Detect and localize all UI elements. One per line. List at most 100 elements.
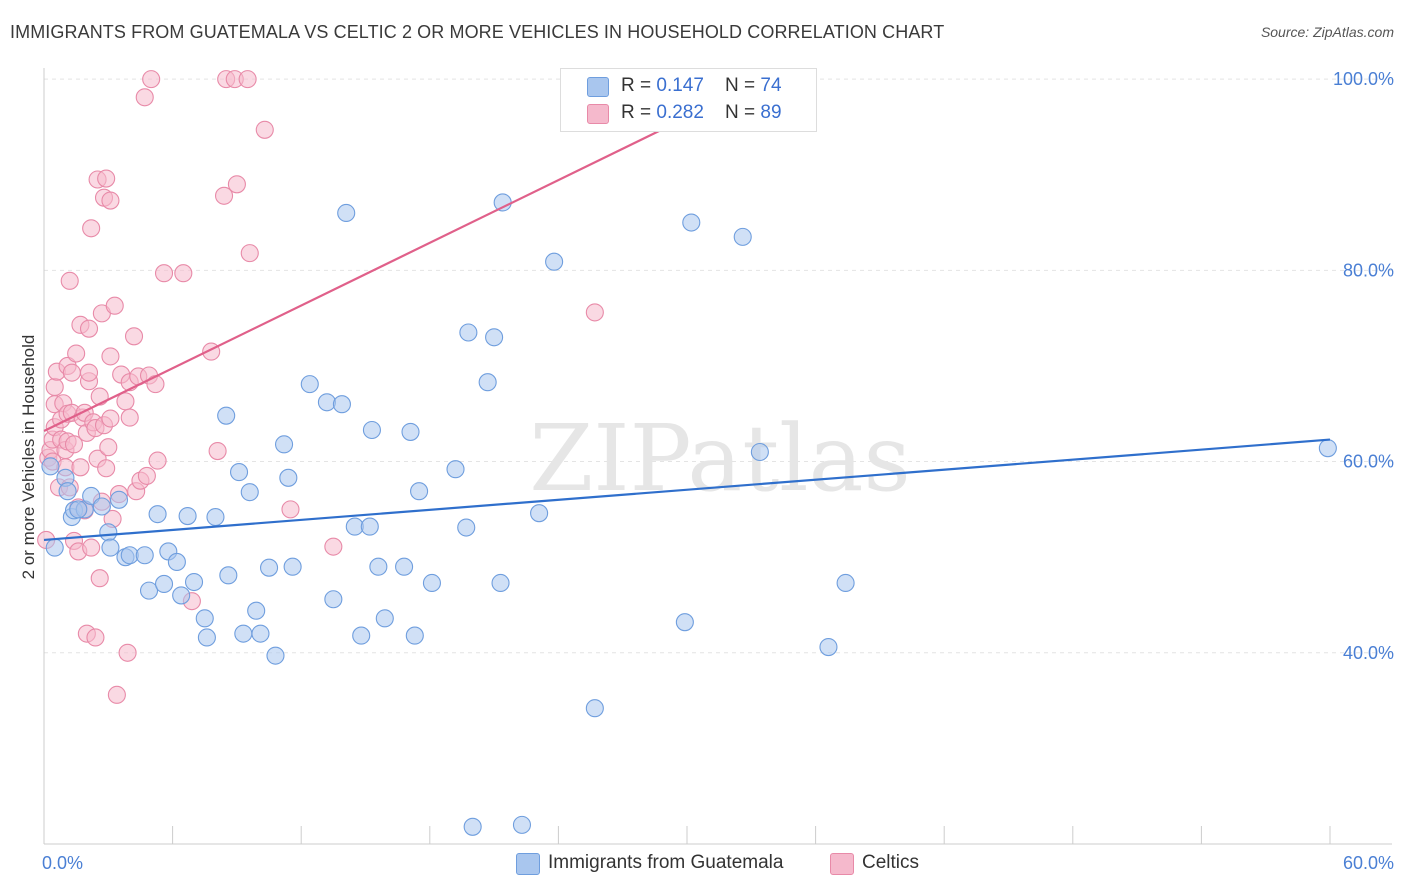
- guatemala-point: [485, 328, 504, 347]
- r-label: R =: [621, 75, 657, 96]
- guatemala-point: [446, 460, 465, 479]
- guatemala-point: [1318, 439, 1337, 458]
- celtics-point: [208, 441, 227, 461]
- y-tick-label: 60.0%: [1343, 452, 1394, 472]
- guatemala-point: [360, 517, 379, 536]
- guatemala-point: [259, 558, 279, 577]
- celtics-point: [118, 643, 137, 662]
- pink-swatch: [587, 104, 609, 124]
- legend-label: Celtics: [862, 852, 920, 873]
- guatemala-point: [585, 699, 604, 718]
- guatemala-point: [217, 406, 236, 425]
- celtics-point: [105, 296, 124, 315]
- guatemala-point: [401, 422, 420, 441]
- guatemala-point: [120, 546, 139, 565]
- guatemala-point: [178, 507, 197, 526]
- guatemala-point: [58, 482, 77, 501]
- guatemala-point: [266, 646, 285, 665]
- grid-lines: [44, 78, 1392, 654]
- celtics-point: [154, 264, 174, 283]
- pink-swatch: [830, 853, 854, 875]
- guatemala-point: [317, 393, 336, 412]
- celtics-point: [64, 435, 84, 454]
- celtics-point: [99, 438, 118, 457]
- celtics-point: [281, 500, 300, 519]
- trend-lines: [43, 116, 1331, 542]
- celtics-point: [116, 392, 135, 411]
- celtics-point: [585, 303, 604, 322]
- celtics-point: [137, 466, 156, 485]
- celtics-point: [82, 219, 101, 238]
- n-label: N =: [725, 75, 761, 96]
- guatemala-point: [154, 574, 174, 593]
- n-label: N =: [725, 102, 761, 123]
- guatemala-point: [234, 624, 253, 643]
- celtics-point: [324, 537, 343, 556]
- celtics-point: [255, 120, 274, 139]
- guatemala-trend-line: [43, 438, 1331, 542]
- guatemala-point: [375, 609, 394, 628]
- celtics-point: [97, 169, 116, 188]
- guatemala-point: [682, 213, 701, 232]
- celtics-point: [142, 70, 161, 89]
- guatemala-point: [229, 463, 249, 482]
- celtics-point: [120, 408, 139, 427]
- legend-label: Immigrants from Guatemala: [548, 852, 784, 873]
- x-tick-label: 0.0%: [42, 853, 83, 873]
- y-tick-label: 100.0%: [1333, 69, 1394, 89]
- tick-labels: 40.0% 60.0% 80.0% 100.0% 0.0% 60.0%: [42, 69, 1394, 873]
- guatemala-point: [251, 624, 270, 643]
- guatemala-point: [219, 566, 238, 585]
- celtics-point: [45, 377, 64, 397]
- guatemala-point: [184, 572, 204, 592]
- guatemala-point: [300, 375, 319, 394]
- celtics-point: [79, 319, 99, 338]
- guatemala-point: [324, 590, 343, 609]
- guatemala-point: [41, 457, 60, 476]
- guatemala-point: [135, 546, 154, 565]
- guatemala-point: [279, 468, 298, 487]
- r-label: R =: [621, 102, 657, 123]
- celtics-point: [240, 244, 259, 263]
- r-value: 0.147: [656, 75, 704, 96]
- guatemala-point: [410, 482, 429, 501]
- guatemala-point: [275, 435, 294, 454]
- celtics-point: [82, 538, 101, 557]
- celtics-point: [90, 569, 109, 588]
- celtics-point: [107, 685, 126, 704]
- celtics-point: [71, 458, 90, 477]
- guatemala-point: [750, 442, 769, 462]
- celtics-point: [79, 363, 99, 382]
- guatemala-point: [240, 483, 259, 502]
- y-tick-label: 80.0%: [1343, 260, 1394, 280]
- guatemala-point: [148, 505, 167, 524]
- guatemala-point: [247, 601, 266, 620]
- y-axis-label: 2 or more Vehicles in Household: [19, 335, 38, 580]
- celtics-point: [146, 375, 165, 394]
- guatemala-point: [352, 626, 371, 645]
- celtics-trend-line: [43, 116, 688, 432]
- guatemala-point: [45, 538, 64, 557]
- celtics-point: [60, 271, 79, 290]
- guatemala-point: [109, 490, 129, 509]
- guatemala-point: [457, 518, 476, 537]
- guatemala-point: [478, 373, 497, 392]
- guatemala-point: [405, 626, 424, 645]
- guatemala-point: [92, 497, 111, 516]
- celtics-point: [101, 347, 120, 366]
- guatemala-point: [819, 637, 838, 657]
- guatemala-point: [675, 613, 694, 632]
- celtics-point: [97, 459, 116, 478]
- watermark: ZIPatlas: [529, 405, 910, 512]
- guatemala-point: [332, 395, 351, 414]
- celtics-point: [90, 387, 109, 406]
- celtics-point: [148, 451, 167, 470]
- guatemala-point: [491, 573, 510, 593]
- guatemala-point: [172, 586, 191, 605]
- guatemala-point: [733, 227, 752, 246]
- guatemala-point: [206, 507, 225, 527]
- y-tick-label: 40.0%: [1343, 643, 1394, 663]
- guatemala-point: [545, 252, 564, 271]
- celtics-point: [101, 191, 120, 210]
